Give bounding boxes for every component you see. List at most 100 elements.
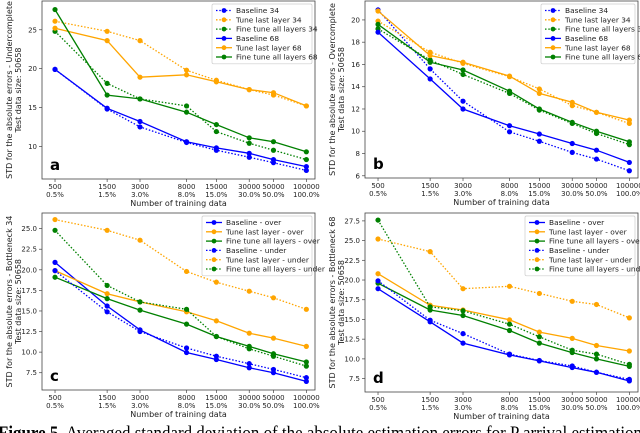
x-tick-label: 15000	[205, 183, 227, 191]
data-point	[375, 29, 381, 35]
legend-label: Fine tune all layers 34	[565, 25, 640, 34]
legend-marker	[550, 45, 556, 51]
series-line	[377, 28, 630, 146]
caption-label: Figure 5.	[0, 423, 63, 433]
data-point	[270, 139, 277, 145]
data-point	[270, 295, 277, 301]
legend-box	[524, 215, 636, 277]
data-point	[593, 351, 600, 357]
y-tick-label: 25	[28, 26, 37, 34]
series-line	[54, 9, 307, 153]
x-tick-label: 50000	[585, 396, 607, 404]
y-tick-label: 22.5	[344, 257, 360, 265]
data-point	[626, 315, 632, 321]
data-point	[246, 150, 252, 156]
data-point	[569, 119, 575, 125]
legend-marker	[550, 8, 556, 13]
y-axis-label-2: Test data size: 50658	[337, 47, 346, 133]
y-tick-label: 12.5	[21, 328, 37, 336]
data-point	[213, 128, 219, 135]
x-tick-label-percent: 30.0%	[561, 404, 584, 412]
legend-marker	[221, 26, 227, 32]
data-point	[375, 286, 381, 292]
x-tick-label: 8000	[501, 182, 519, 190]
y-tick-label: 20	[28, 65, 37, 73]
data-point	[593, 369, 600, 375]
data-point	[626, 168, 632, 174]
legend-item: Tune last layer 34	[216, 15, 302, 24]
x-tick-label-percent: 100.0%	[616, 190, 640, 198]
data-point	[626, 361, 632, 368]
legend-marker	[211, 220, 217, 225]
data-point	[137, 96, 143, 102]
data-point	[52, 227, 58, 233]
x-axis-label: Number of training data	[453, 412, 550, 421]
data-point	[303, 378, 309, 384]
legend-item: Fine tune all layers 34	[545, 25, 640, 34]
legend-marker	[211, 238, 217, 244]
y-tick-label: 25.0	[21, 225, 37, 233]
x-tick-label-percent: 3.0%	[454, 190, 472, 198]
legend-item: Tune last layer - over	[206, 227, 305, 236]
data-point	[569, 335, 575, 341]
legend-label: Fine tune all layers - under	[549, 265, 640, 274]
x-axis-label: Number of training data	[453, 198, 550, 207]
x-tick-label-percent: 50.0%	[585, 190, 608, 198]
data-point	[137, 118, 143, 125]
legend-item: Fine tune all layers 34	[216, 25, 318, 34]
x-tick-label-percent: 3.0%	[454, 404, 472, 412]
x-tick-label: 15000	[205, 394, 227, 402]
x-tick-label-percent: 0.5%	[369, 190, 387, 198]
legend-marker	[534, 248, 540, 253]
legend-label: Baseline - under	[549, 246, 610, 255]
data-point	[427, 304, 433, 310]
data-point	[303, 306, 309, 312]
legend-marker	[221, 17, 227, 23]
data-point	[506, 327, 513, 334]
data-point	[506, 351, 513, 357]
data-point	[52, 6, 58, 13]
data-point	[626, 117, 632, 123]
data-point	[569, 363, 575, 369]
data-point	[213, 333, 219, 340]
legend-label: Baseline - under	[226, 246, 287, 255]
x-tick-label-percent: 3.0%	[131, 402, 149, 410]
data-point	[303, 163, 309, 170]
y-tick-label: 10	[28, 143, 37, 151]
data-point	[506, 123, 513, 129]
x-tick-label: 500	[371, 396, 384, 404]
data-point	[137, 124, 143, 130]
series-line	[377, 273, 630, 352]
data-point	[506, 321, 513, 327]
series-line	[377, 238, 630, 319]
x-tick-label: 30000	[561, 396, 583, 404]
data-point	[506, 73, 513, 79]
x-tick-label-percent: 1.5%	[98, 402, 116, 410]
data-point	[375, 278, 381, 284]
legend-label: Fine tune all layers - over	[226, 237, 321, 246]
legend-item: Tune last layer 68	[545, 43, 631, 52]
data-point	[104, 303, 110, 309]
x-tick-label: 50000	[262, 183, 284, 191]
data-point	[593, 109, 600, 115]
legend-item: Baseline - over	[206, 218, 282, 227]
series-line	[54, 270, 307, 348]
data-point	[303, 167, 309, 174]
data-point	[460, 312, 466, 319]
x-tick-label-percent: 8.0%	[501, 404, 519, 412]
y-tick-label: 22.5	[21, 246, 37, 254]
x-tick-label: 100000	[293, 183, 320, 191]
y-tick-label: 7.5	[26, 369, 37, 377]
data-point	[569, 298, 575, 304]
legend-item: Baseline 34	[216, 6, 279, 15]
data-point	[246, 140, 252, 146]
data-point	[213, 79, 219, 85]
x-tick-label: 15000	[528, 396, 550, 404]
legend-marker	[534, 238, 540, 244]
x-tick-label: 8000	[501, 396, 519, 404]
